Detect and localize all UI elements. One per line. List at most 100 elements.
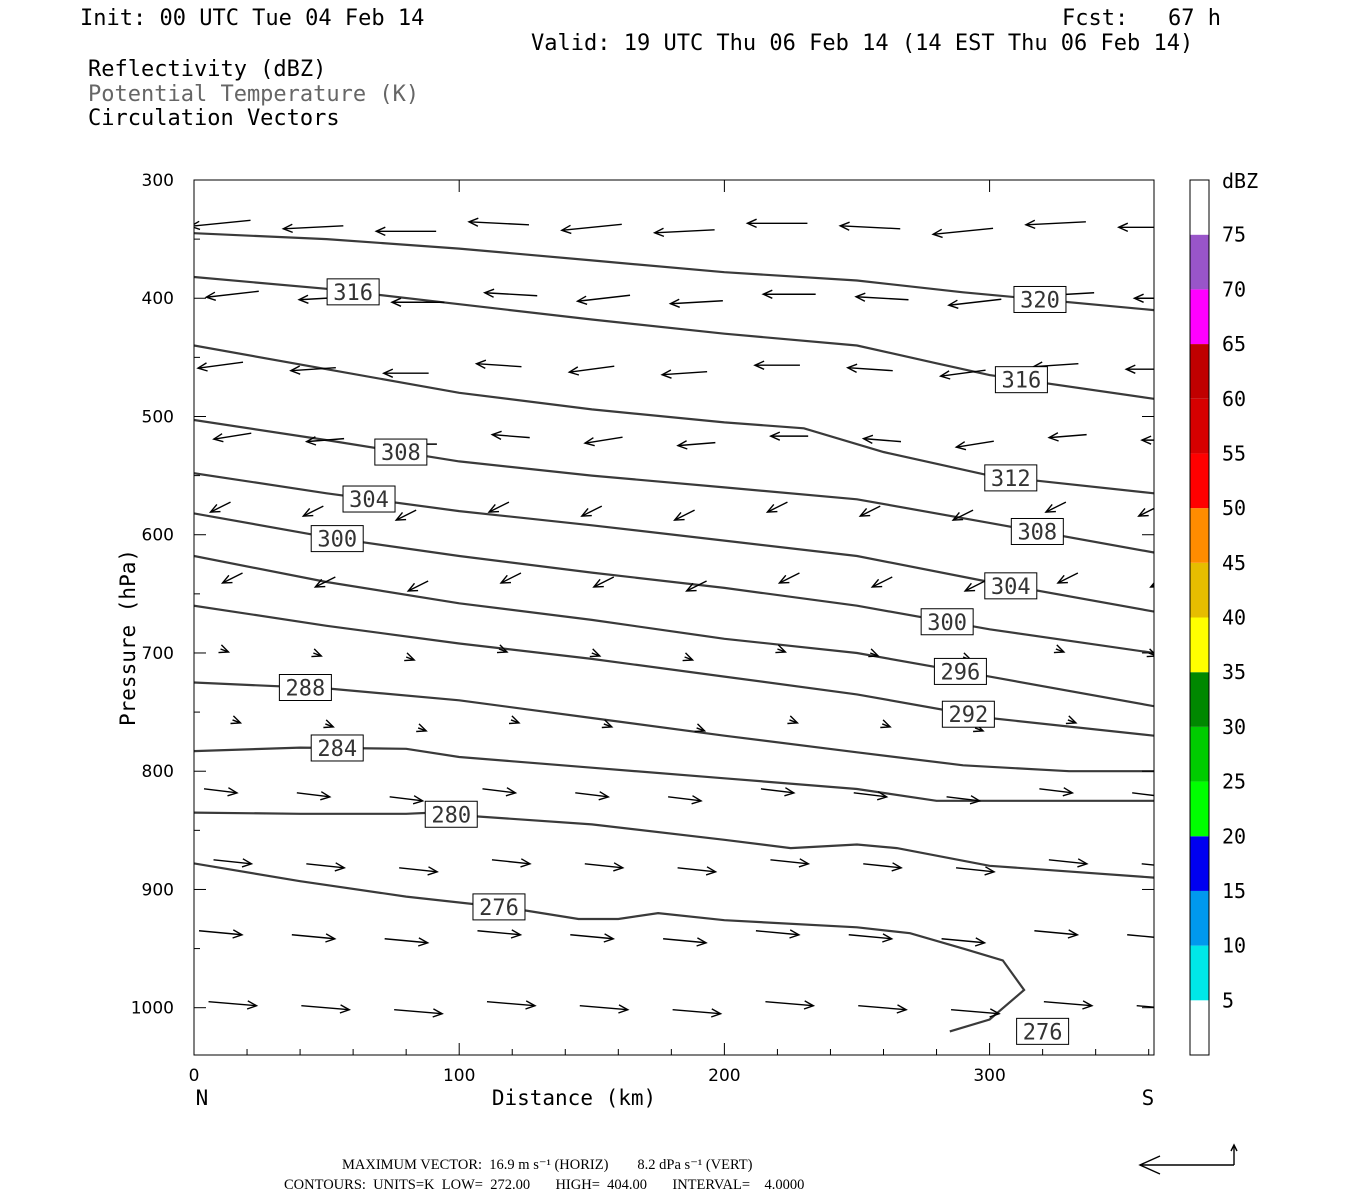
vector-head [218, 644, 231, 654]
colorbar-level-label: 65 [1222, 332, 1246, 356]
isentrope-label-308: 308 [381, 441, 421, 466]
vector-head [969, 795, 982, 805]
vector-shaft [858, 1005, 907, 1011]
y-tick-label: 300 [142, 171, 174, 191]
y-axis-label: Pressure (hPa) [116, 549, 140, 726]
vector-head [592, 578, 604, 588]
colorbar-title: dBZ [1222, 169, 1258, 193]
y-tick-label: 900 [142, 880, 174, 900]
isentrope-label-box [1013, 285, 1067, 313]
vector-shaft [677, 441, 716, 447]
vector-head [227, 787, 239, 797]
vector-shaft [1043, 1001, 1092, 1007]
vector-shaft [1057, 572, 1079, 584]
vector-head [334, 862, 347, 872]
vector-head [505, 787, 518, 797]
colorbar-segment [1190, 890, 1209, 946]
y-tick-label: 800 [142, 762, 174, 782]
vector-head [580, 507, 592, 517]
vector-head [1124, 364, 1136, 374]
vector-head [787, 715, 800, 725]
vector-shaft [290, 366, 336, 372]
vector-shaft [654, 229, 715, 234]
vector-shaft [484, 292, 538, 297]
colorbar-segment [1190, 781, 1209, 837]
vector-head [789, 929, 801, 939]
vector-shaft [203, 788, 238, 794]
isentrope-308 [194, 418, 1154, 554]
vector-head [882, 933, 894, 943]
vector-head [685, 582, 697, 592]
isentrope-label-308: 308 [1017, 520, 1057, 545]
vector-head [510, 929, 523, 939]
vector-shaft [213, 859, 252, 865]
vector-head [304, 436, 317, 446]
vector-head [297, 294, 309, 304]
isentrope-label-284: 284 [317, 737, 357, 762]
contour-info-note: CONTOURS: UNITS=K LOW= 272.00 HIGH= 404.… [284, 1177, 805, 1193]
x-right-label: S [1142, 1086, 1155, 1110]
isentrope-280 [194, 811, 1154, 879]
vector-head [427, 866, 439, 876]
vector-shaft [488, 501, 510, 513]
vector-shaft [952, 509, 974, 521]
vector-shaft [941, 938, 985, 944]
vector-head [1044, 503, 1056, 513]
isentrope-label-280: 280 [431, 803, 471, 828]
colorbar-segment [1190, 234, 1209, 290]
y-tick-label: 500 [142, 407, 174, 427]
vector-shaft [1034, 930, 1078, 936]
vector-head [858, 507, 871, 517]
y-tick-label: 700 [142, 644, 174, 664]
vector-shaft [206, 290, 259, 298]
colorbar-level-label: 45 [1222, 551, 1246, 575]
colorbar-segment [1190, 617, 1209, 673]
vector-head [220, 574, 233, 584]
vector-shaft [384, 938, 428, 944]
isentrope-label-box [326, 278, 380, 306]
vector-shaft [871, 576, 893, 588]
vector-shaft [569, 365, 615, 373]
colorbar-level-label: 40 [1222, 606, 1246, 630]
colorbar-segment [1190, 945, 1209, 1001]
isentrope-label-box [278, 674, 332, 701]
vector-shaft [468, 221, 530, 226]
isentrope-label-box [310, 734, 364, 762]
vector-head [487, 503, 500, 513]
isentrope-label-276: 276 [479, 896, 519, 921]
vector-head [761, 289, 773, 299]
vector-head [694, 723, 707, 733]
vector-head [868, 648, 880, 658]
vector-head [1053, 644, 1066, 654]
vector-shaft [1161, 724, 1169, 727]
isentrope-label-box [374, 438, 428, 466]
vector-shaft [194, 219, 251, 227]
colorbar-segment [1190, 453, 1209, 509]
vector-head [880, 719, 892, 729]
vector-shaft [291, 934, 335, 940]
field-theta-label: Potential Temperature (K) [88, 82, 420, 107]
vector-head [1132, 293, 1144, 303]
isentrope-312 [194, 344, 1154, 495]
vector-shaft [932, 227, 994, 235]
vector-head [951, 511, 964, 521]
vector-head [212, 433, 224, 443]
init-time: Init: 00 UTC Tue 04 Feb 14 [80, 6, 425, 31]
vector-shaft [477, 930, 521, 936]
vector-shaft [951, 1009, 1000, 1015]
vector-head [989, 1008, 1001, 1018]
vector-head [798, 858, 811, 868]
vector-shaft [863, 437, 902, 443]
colorbar-level-label: 75 [1222, 223, 1246, 247]
vector-head [613, 862, 625, 872]
vector-head [1161, 934, 1171, 942]
vector-head [838, 221, 850, 231]
vector-head [404, 652, 416, 662]
colorbar-level-label: 30 [1222, 715, 1246, 739]
vector-head [1077, 858, 1089, 868]
isentrope-label-300: 300 [927, 611, 967, 636]
vector-head [232, 929, 244, 939]
isentrope-label-276: 276 [1023, 1020, 1063, 1045]
isentrope-label-316: 316 [333, 281, 373, 306]
